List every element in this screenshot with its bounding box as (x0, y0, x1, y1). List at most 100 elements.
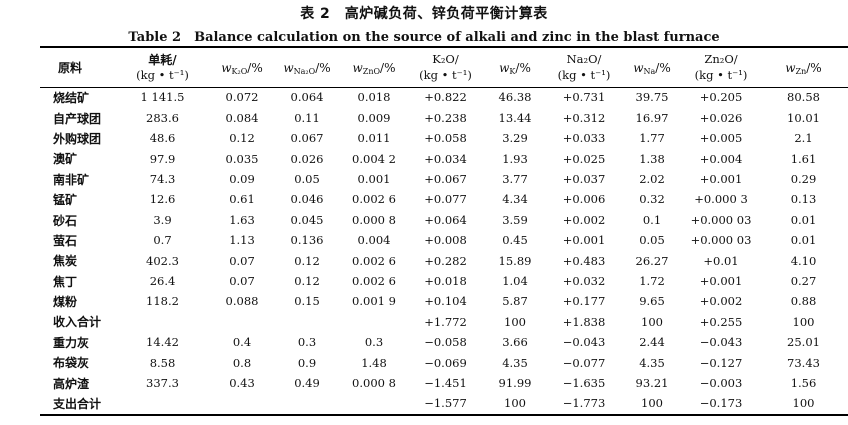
table-cell: +0.025 (562, 151, 606, 166)
table-cell: 4.35 (502, 355, 528, 370)
table-cell: 118.2 (146, 294, 179, 309)
table-cell: 0.002 6 (352, 253, 396, 268)
table-cell: +0.312 (562, 110, 606, 125)
table-cell (274, 393, 340, 417)
table-cell: 0.000 8 (352, 375, 396, 390)
table-cell: +0.104 (424, 294, 467, 309)
table-cell: 1 141.5 (140, 90, 185, 105)
table-cell: 0.136 (290, 233, 324, 248)
table-cell: 100 (483, 393, 547, 417)
table-cell: 2.1 (794, 131, 813, 146)
table-cell: 0.084 (225, 110, 259, 125)
header-zn2o-load: Zn₂O/ (kg • t⁻¹) (683, 46, 759, 88)
table-cell: 9.65 (639, 294, 665, 309)
table-cell: 4.10 (790, 253, 817, 268)
table-cell: 12.6 (149, 192, 176, 207)
table-row: 烧结矿 1 141.5 0.072 0.064 0.018 +0.822 46.38 +0.7… (40, 88, 848, 109)
table-cell: +0.008 (424, 233, 467, 248)
table-cell: 39.75 (635, 90, 669, 105)
table-cell: +0.077 (424, 192, 467, 207)
table-cell: 0.27 (790, 273, 817, 288)
table-row: 高炉渣 337.3 0.43 0.49 0.000 8 −1.451 91.99 −1.635… (40, 373, 848, 393)
table-cell: +0.205 (699, 90, 743, 105)
header-w-k2o: wK₂O/% (210, 46, 274, 88)
table-cell: 0.88 (790, 294, 817, 309)
header-k2o-load: K₂O/ (kg • t⁻¹) (408, 46, 483, 88)
table-row: 重力灰 14.42 0.4 0.3 0.3 −0.058 3.66 −0.043 2.44 −0.… (40, 333, 848, 353)
table-row: 南非矿 74.3 0.09 0.05 0.001 +0.067 3.77 +0.037 2.02… (40, 170, 848, 190)
table-row: 支出合计 −1.577 100 −1.773 100 −0.173 100 (40, 393, 848, 417)
row-material-name: 焦丁 (53, 274, 78, 289)
table-cell: 0.009 (357, 110, 391, 125)
table-cell: +0.001 (699, 273, 743, 288)
table-cell: 0.61 (229, 192, 255, 207)
table-cell: +0.032 (562, 273, 606, 288)
table-cell: 0.045 (290, 212, 324, 227)
table-cell: +0.002 (699, 294, 743, 309)
table-cell: −0.069 (424, 355, 467, 370)
table-row: 布袋灰 8.58 0.8 0.9 1.48 −0.069 4.35 −0.077 4.35 −0.… (40, 353, 848, 373)
table-cell: 0.046 (290, 192, 324, 207)
table-cell: 0.07 (229, 273, 255, 288)
table-cell (274, 312, 340, 332)
table-cell: −1.451 (424, 375, 467, 390)
table-cell: −1.635 (562, 375, 606, 390)
table-cell: 0.3 (364, 335, 384, 350)
table-cell: 3.29 (502, 131, 528, 146)
table-cell: 0.01 (790, 233, 817, 248)
table-cell: 13.44 (498, 110, 532, 125)
table-cell: 0.004 (357, 233, 391, 248)
table-cell: 0.8 (232, 355, 252, 370)
table-cell: 3.66 (502, 335, 528, 350)
row-material-name: 南非矿 (53, 172, 90, 187)
table-cell: 3.77 (502, 172, 528, 186)
table-cell: 0.064 (290, 90, 324, 105)
row-material-name: 澳矿 (53, 152, 78, 167)
table-cell: +0.000 03 (690, 233, 752, 248)
table-row: 收入合计 +1.772 100 +1.838 100 +0.255 100 (40, 312, 848, 332)
table-cell: 1.48 (361, 355, 387, 370)
balance-table: 原料 单耗/ (kg • t⁻¹) wK₂O/% wNa₂O/% wZnO/% … (40, 46, 848, 417)
table-cell: −0.058 (424, 335, 467, 350)
table-cell: 73.43 (787, 355, 820, 370)
header-w-zn: wZn/% (759, 46, 848, 88)
table-cell: 91.99 (498, 375, 532, 390)
table-cell: 1.61 (790, 151, 817, 166)
table-cell: 0.026 (290, 151, 324, 166)
table-cell: +0.033 (562, 131, 606, 146)
table-cell: 0.09 (229, 172, 255, 186)
table-cell: 100 (504, 314, 526, 329)
table-cell: 4.35 (639, 355, 665, 370)
table-cell: −0.003 (699, 375, 743, 390)
table-cell: 0.002 6 (352, 273, 396, 288)
table-cell: 0.13 (790, 192, 817, 207)
table-cell: 1.77 (639, 131, 665, 146)
table-cell: 100 (621, 393, 683, 417)
table-cell: +0.255 (699, 314, 743, 329)
row-material-name: 萤石 (53, 233, 78, 248)
table-cell: 337.3 (146, 375, 179, 390)
table-row: 澳矿 97.9 0.035 0.026 0.004 2 +0.034 1.93 +0.025 1… (40, 149, 848, 169)
table-cell: +0.177 (562, 294, 606, 309)
row-material-name: 烧结矿 (53, 91, 90, 106)
table-cell: +1.838 (562, 314, 606, 329)
table-cell: +0.001 (699, 172, 743, 186)
row-material-name: 自产球团 (53, 111, 102, 126)
header-consumption: 单耗/ (kg • t⁻¹) (115, 46, 210, 88)
table-cell: +0.01 (703, 253, 739, 268)
table-cell: 10.01 (787, 110, 820, 125)
table-cell: +0.067 (424, 172, 467, 186)
table-cell: 0.3 (297, 335, 317, 350)
table-cell: 0.11 (294, 110, 320, 125)
table-cell: +0.000 03 (690, 212, 752, 227)
table-cell: 14.42 (146, 335, 179, 350)
table-cell: 0.29 (790, 172, 817, 186)
row-material-name: 收入合计 (53, 315, 102, 330)
table-row: 焦炭 402.3 0.07 0.12 0.002 6 +0.282 15.89 +0.483 2… (40, 251, 848, 271)
table-title-english: Table 2 Balance calculation on the sourc… (128, 30, 720, 45)
table-cell: 1.56 (790, 375, 817, 390)
row-material-name: 锰矿 (53, 193, 78, 208)
table-cell: +0.822 (424, 90, 467, 105)
table-cell: 0.067 (290, 131, 324, 146)
